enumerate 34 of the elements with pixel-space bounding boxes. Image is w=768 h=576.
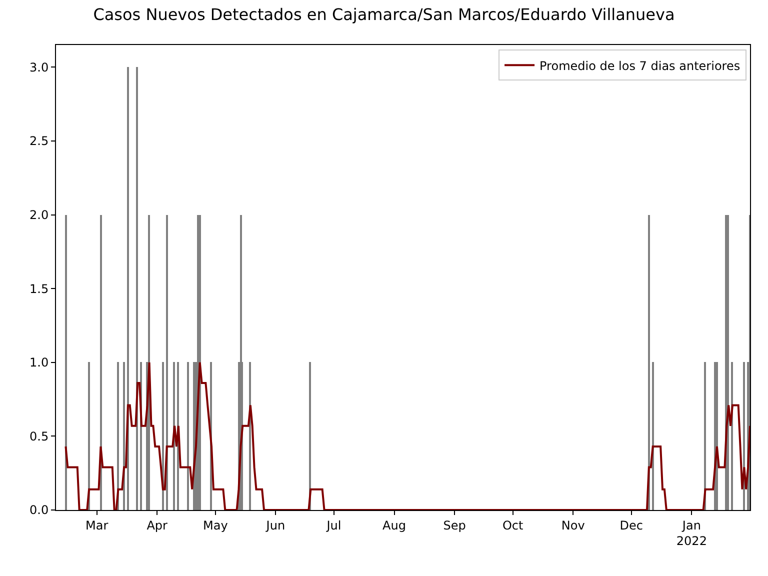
chart-title: Casos Nuevos Detectados en Cajamarca/San Marcos/Eduardo Villanueva [93,4,675,24]
bar [117,362,119,510]
bar [88,362,90,510]
y-tick-label: 2.5 [30,134,49,148]
x-tick-label: Jan 2022 [676,518,707,548]
bar [100,215,102,510]
x-tick-label: Oct [502,518,524,532]
bar [162,362,164,510]
x-tick-label: Jun [265,518,286,532]
x-tick-label: Dec [620,518,644,532]
x-tick-label: Sep [443,518,466,532]
bar [166,215,168,510]
x-tick-label: May [203,518,228,532]
bar [123,362,125,510]
bar [136,67,138,510]
bar [127,67,129,510]
x-tick-label: Nov [561,518,585,532]
y-tick-label: 0.5 [30,429,49,444]
x-tick-label: Aug [382,518,406,532]
bar [652,362,654,510]
bar [65,215,67,510]
x-tick-label: Jul [326,518,342,532]
bar [648,215,650,510]
x-tick-label: Apr [146,518,168,532]
y-tick-label: 2.0 [30,208,49,222]
bar [704,362,706,510]
x-tick-label: Mar [86,518,108,532]
y-tick-label: 3.0 [30,60,49,74]
y-tick-label: 1.5 [30,282,49,296]
bar [187,362,189,510]
legend-label: Promedio de los 7 dias anteriores [540,58,740,73]
y-tick-label: 0.0 [30,503,49,518]
line-series [64,361,750,510]
y-tick-label: 1.0 [30,356,49,370]
